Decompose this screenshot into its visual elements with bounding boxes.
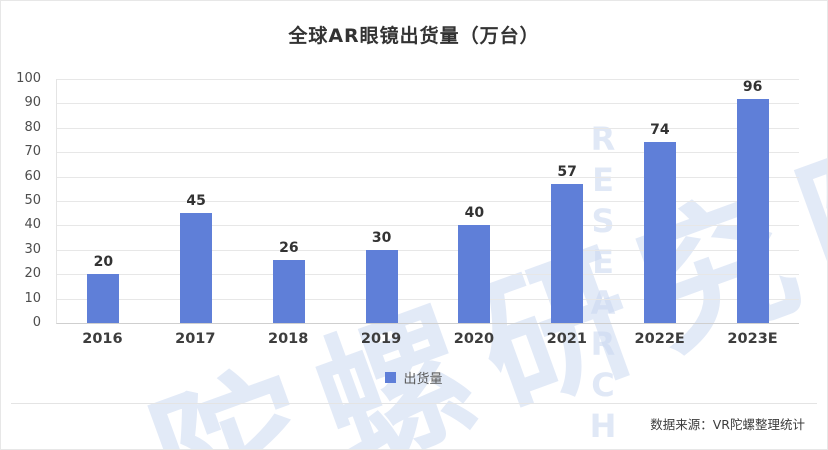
bar	[643, 142, 676, 323]
bar-slot: 26	[243, 79, 336, 323]
x-tick-label: 2017	[175, 331, 216, 347]
y-tick-label: 80	[24, 119, 41, 135]
divider-line	[11, 403, 817, 404]
gridline	[57, 298, 799, 300]
bar-slot: 45	[150, 79, 243, 323]
bar	[180, 213, 213, 323]
y-tick-label: 20	[24, 266, 41, 282]
y-tick-label: 40	[24, 217, 41, 233]
bar-slot: 20	[57, 79, 150, 323]
bar	[551, 183, 584, 323]
y-tick-label: 0	[32, 315, 41, 330]
bar	[87, 274, 120, 323]
x-tick-label: 2016	[82, 331, 123, 347]
plot-area: 20 45 26 30 40 57 74 96	[56, 79, 799, 324]
gridline	[57, 127, 799, 129]
gridline	[57, 152, 799, 154]
gridlines	[57, 79, 799, 323]
data-source-text: 数据来源：VR陀螺整理统计	[650, 417, 805, 432]
y-tick-label: 30	[24, 241, 41, 257]
gridline	[57, 79, 799, 80]
y-tick-label: 10	[24, 290, 41, 306]
y-axis: 0 10 20 30 40 50 60 70 80 90 100	[1, 71, 47, 330]
x-tick-label: 2018	[268, 331, 309, 347]
bar-value-label: 57	[557, 163, 577, 180]
gridline	[57, 176, 799, 178]
bar-value-label: 45	[186, 193, 206, 210]
bar-slot: 30	[335, 79, 428, 323]
bar	[736, 99, 769, 323]
x-tick-label: 2020	[453, 331, 495, 347]
bar-value-label: 26	[279, 239, 299, 256]
legend: 出货量	[1, 368, 827, 387]
bar-value-label: 74	[650, 122, 670, 139]
gridline	[57, 225, 799, 227]
bar-value-label: 30	[371, 229, 392, 246]
bar	[272, 259, 305, 323]
y-tick-label: 70	[24, 144, 41, 160]
bar-slot: 96	[706, 79, 799, 323]
legend-label: 出货量	[403, 372, 443, 387]
x-axis: 2016 2017 2018 2019 2020 2021 2022E 2023E	[56, 331, 799, 347]
legend-swatch-icon	[385, 372, 397, 383]
chart-title: 全球AR眼镜出货量（万台）	[288, 25, 540, 47]
bar-slot: 74	[614, 79, 707, 323]
bar	[458, 225, 491, 323]
bar-value-label: 40	[464, 205, 485, 222]
bar-value-label: 20	[93, 254, 114, 271]
x-tick-label: 2022E	[634, 331, 685, 347]
x-tick-label: 2023E	[727, 331, 778, 347]
bar-slot: 40	[428, 79, 521, 323]
gridline	[57, 201, 799, 202]
gridline	[57, 103, 799, 105]
x-tick-label: 2021	[546, 331, 587, 347]
y-tick-label: 100	[16, 71, 41, 86]
bars-container: 20 45 26 30 40 57 74 96	[57, 79, 799, 323]
bar	[365, 249, 398, 323]
gridline	[57, 274, 799, 276]
y-tick-label: 50	[24, 193, 41, 208]
gridline	[57, 249, 799, 251]
bar-slot: 57	[521, 79, 614, 323]
y-tick-label: 60	[24, 168, 41, 184]
bar-value-label: 96	[742, 79, 763, 95]
y-tick-label: 90	[24, 95, 41, 111]
x-tick-label: 2019	[360, 331, 402, 347]
